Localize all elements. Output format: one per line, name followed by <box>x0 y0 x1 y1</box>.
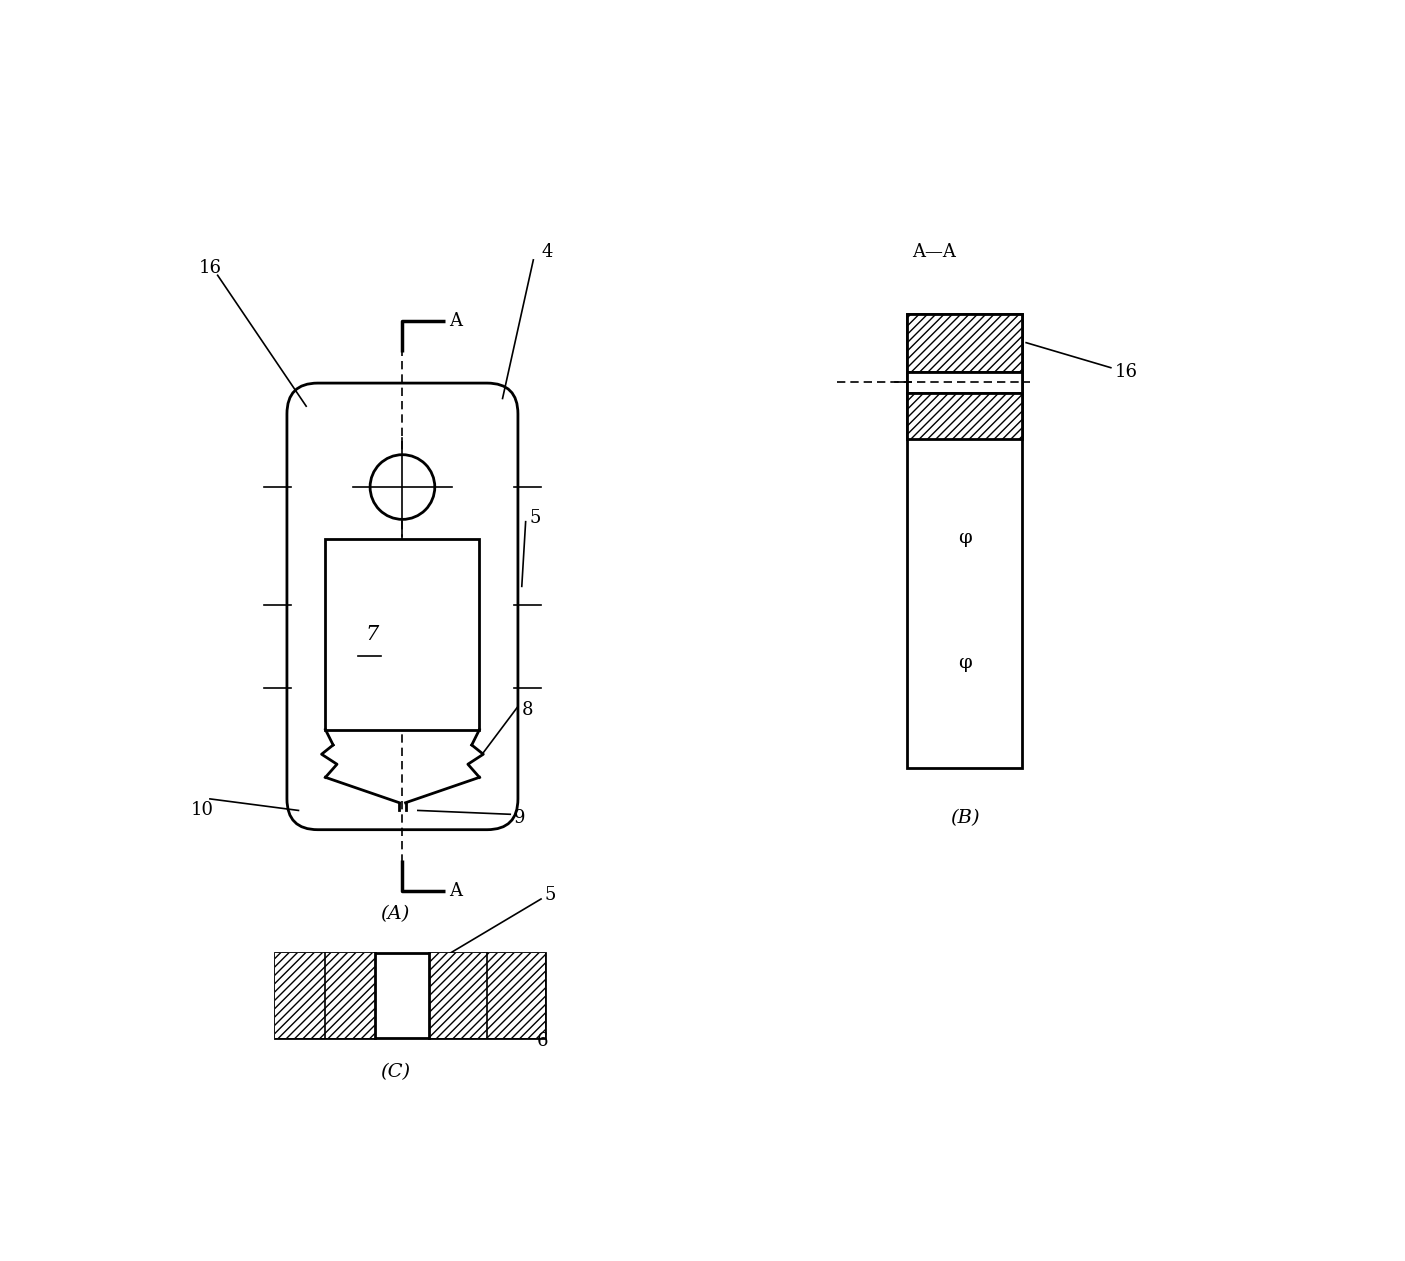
Text: 4: 4 <box>541 243 552 261</box>
Text: 16: 16 <box>1114 363 1138 381</box>
Text: 9: 9 <box>514 810 525 827</box>
Bar <box>275 953 375 1038</box>
Text: φ: φ <box>958 528 971 547</box>
FancyBboxPatch shape <box>287 383 518 830</box>
Bar <box>906 372 1023 393</box>
Text: 8: 8 <box>521 701 534 719</box>
Text: (B): (B) <box>950 810 979 827</box>
Text: 6: 6 <box>537 1033 549 1050</box>
Text: 10: 10 <box>191 802 214 820</box>
Text: 16: 16 <box>198 259 222 276</box>
Text: 7: 7 <box>365 624 378 643</box>
Text: φ: φ <box>958 654 971 672</box>
Bar <box>906 314 1023 768</box>
Text: A—A: A—A <box>912 243 955 261</box>
Bar <box>275 953 545 1038</box>
Text: A: A <box>448 883 462 900</box>
Bar <box>429 953 545 1038</box>
Text: 5: 5 <box>545 886 556 904</box>
Bar <box>906 314 1023 372</box>
Bar <box>326 538 479 730</box>
Text: (C): (C) <box>379 1063 410 1081</box>
Circle shape <box>370 455 434 520</box>
Bar <box>906 393 1023 439</box>
Text: (A): (A) <box>379 905 409 923</box>
Text: A: A <box>448 313 462 330</box>
Text: 5: 5 <box>530 509 541 527</box>
